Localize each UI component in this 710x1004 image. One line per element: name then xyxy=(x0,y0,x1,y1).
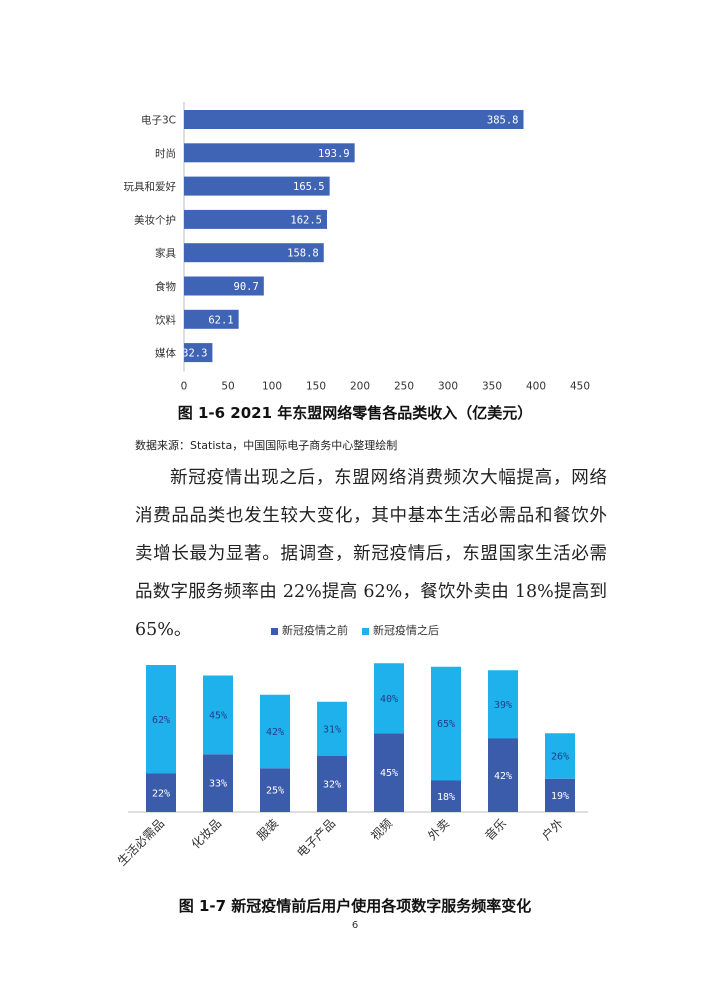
bar xyxy=(184,309,239,329)
bar-segment-after xyxy=(374,663,404,734)
segment-label: 42% xyxy=(266,727,284,738)
x-tick-label: 350 xyxy=(482,380,502,392)
legend-item-before: 新冠疫情之前 xyxy=(271,622,348,638)
source-note: 数据来源：Statista，中国国际电子商务中心整理绘制 xyxy=(135,439,398,452)
x-tick-label: 300 xyxy=(438,380,458,392)
category-label: 玩具和爱好 xyxy=(124,180,177,193)
value-label: 385.8 xyxy=(487,115,519,127)
bar-segment-before xyxy=(488,738,518,812)
value-label: 62.1 xyxy=(208,314,233,326)
bar-segment-after xyxy=(488,670,518,739)
value-label: 32.3 xyxy=(182,348,207,360)
category-label: 外卖 xyxy=(425,816,452,843)
chart-legend: 新冠疫情之前 新冠疫情之后 xyxy=(0,622,710,638)
page-number: 6 xyxy=(351,920,359,931)
bar-segment-before xyxy=(260,768,290,812)
segment-label: 40% xyxy=(380,694,398,705)
legend-swatch-before xyxy=(271,627,278,635)
category-label: 家具 xyxy=(155,247,176,260)
body-paragraph: 新冠疫情出现之后，东盟网络消费频次大幅提高，网络消费品品类也发生较大变化，其中基… xyxy=(135,459,607,649)
bar-segment-after xyxy=(545,733,575,779)
retail-category-bar-chart: 电子3C 385.8 时尚 193.9 玩具和爱好 165.5 美妆个护 162.5 家具 158… xyxy=(124,102,590,392)
x-tick-label: 450 xyxy=(570,380,590,392)
bar-segment-before xyxy=(203,754,233,812)
legend-label-before: 新冠疫情之前 xyxy=(282,624,348,637)
segment-label: 22% xyxy=(152,788,170,799)
value-label: 158.8 xyxy=(287,248,319,260)
category-label: 美妆个护 xyxy=(134,213,176,226)
category-label: 户外 xyxy=(539,816,567,844)
segment-label: 65% xyxy=(437,719,455,730)
digital-service-stacked-chart: 22% 62% 生活必需品 33% 45% 化妆品 25% 42% 服装 32% 31% 电子产品 45… xyxy=(115,663,588,869)
bar xyxy=(184,143,355,163)
bar-segment-before xyxy=(146,773,176,812)
value-label: 193.9 xyxy=(318,148,350,160)
segment-label: 39% xyxy=(494,700,512,711)
bar xyxy=(184,209,327,229)
segment-label: 33% xyxy=(209,779,227,790)
figure-1-7-caption: 图 1-7 新冠疫情前后用户使用各项数字服务频率变化 xyxy=(178,897,532,915)
category-label: 化妆品 xyxy=(189,816,224,851)
bar-segment-before xyxy=(374,733,404,812)
bar-segment-after xyxy=(317,701,347,756)
value-label: 162.5 xyxy=(290,214,322,226)
category-label: 音乐 xyxy=(482,816,510,844)
bar-segment-after xyxy=(260,694,290,769)
bar-segment-after xyxy=(203,675,233,755)
legend-label-after: 新冠疫情之后 xyxy=(373,624,439,637)
bar-segment-before xyxy=(317,756,347,812)
value-label: 165.5 xyxy=(293,181,325,193)
segment-label: 45% xyxy=(380,768,398,779)
bar xyxy=(184,176,330,196)
segment-label: 31% xyxy=(323,724,341,735)
category-label: 饮料 xyxy=(155,313,176,326)
segment-label: 26% xyxy=(551,752,569,763)
segment-label: 42% xyxy=(494,771,512,782)
x-tick-label: 150 xyxy=(306,380,326,392)
bar-segment-before xyxy=(545,778,575,812)
paragraph-text: 新冠疫情出现之后，东盟网络消费频次大幅提高，网络消费品品类也发生较大变化，其中基… xyxy=(135,468,607,640)
category-label: 电子产品 xyxy=(294,816,338,860)
figure-1-6-caption: 图 1-6 2021 年东盟网络零售各品类收入（亿美元） xyxy=(177,404,533,422)
bar-segment-after xyxy=(146,665,176,774)
category-label: 生活必需品 xyxy=(115,816,167,868)
segment-label: 62% xyxy=(152,715,170,726)
category-label: 时尚 xyxy=(155,147,176,160)
segment-label: 25% xyxy=(266,786,284,797)
category-label: 服装 xyxy=(254,816,281,843)
segment-label: 19% xyxy=(551,791,569,802)
x-tick-label: 0 xyxy=(181,380,188,392)
x-tick-label: 200 xyxy=(350,380,370,392)
x-tick-label: 50 xyxy=(221,380,234,392)
bar xyxy=(184,110,524,129)
bar xyxy=(184,243,324,263)
x-tick-label: 400 xyxy=(526,380,546,392)
category-label: 视频 xyxy=(368,816,396,844)
legend-swatch-after xyxy=(362,627,369,635)
segment-label: 32% xyxy=(323,780,341,791)
bar xyxy=(184,276,264,296)
x-tick-label: 100 xyxy=(262,380,282,392)
segment-label: 45% xyxy=(209,710,227,721)
legend-item-after: 新冠疫情之后 xyxy=(362,622,439,638)
category-label: 媒体 xyxy=(155,347,176,360)
bar-segment-before xyxy=(431,780,461,812)
category-label: 食物 xyxy=(155,280,176,293)
value-label: 90.7 xyxy=(234,281,259,293)
bar xyxy=(184,343,213,363)
x-tick-label: 250 xyxy=(394,380,414,392)
category-label: 电子3C xyxy=(141,114,176,127)
bar-segment-after xyxy=(431,666,461,781)
segment-label: 18% xyxy=(437,792,455,803)
